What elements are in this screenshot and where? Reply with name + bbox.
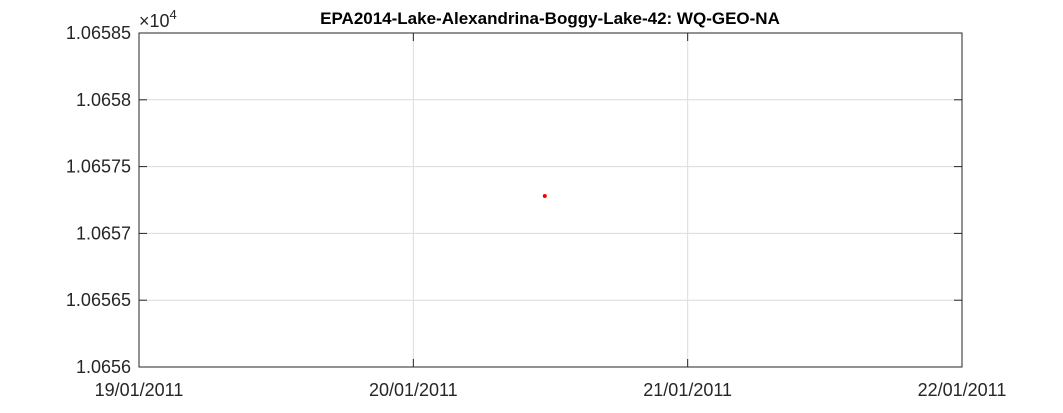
data-point: [542, 193, 547, 198]
x-tick-label: 20/01/2011: [369, 380, 458, 400]
x-tick-label: 22/01/2011: [918, 380, 1007, 400]
y-multiplier-base: ×10: [139, 11, 170, 31]
y-tick-label: 1.0656: [76, 357, 131, 377]
y-tick-label: 1.06575: [66, 157, 131, 177]
x-tick-label: 21/01/2011: [643, 380, 732, 400]
y-tick-label: 1.06565: [66, 290, 131, 310]
plot-area: [138, 32, 963, 368]
y-multiplier-exponent: 4: [170, 7, 177, 22]
y-multiplier: ×104: [139, 7, 177, 31]
chart-title: EPA2014-Lake-Alexandrina-Boggy-Lake-42: …: [320, 9, 780, 28]
svg-text:×104: ×104: [139, 7, 177, 31]
y-tick-label: 1.0657: [76, 223, 131, 243]
y-tick-label: 1.0658: [76, 90, 131, 110]
grid-lines: [139, 33, 962, 367]
y-axis: 1.0656 1.06565 1.0657 1.06575 1.0658 1.06585: [66, 23, 962, 377]
y-tick-label: 1.06585: [66, 23, 131, 43]
x-axis: 19/01/2011 20/01/2011 21/01/2011 22/01/2011: [95, 33, 1007, 400]
x-tick-label: 19/01/2011: [95, 380, 184, 400]
data-points: [542, 193, 547, 198]
